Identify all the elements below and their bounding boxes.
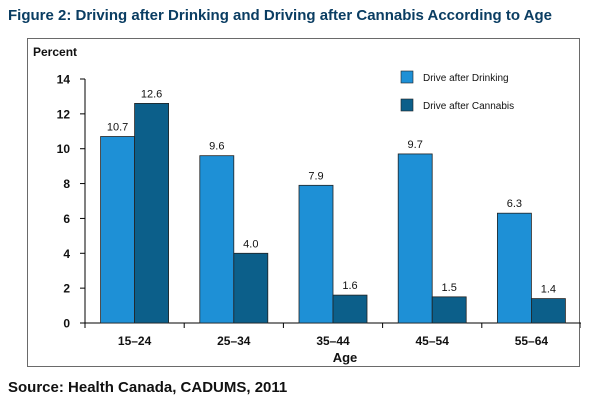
data-label: 4.0 bbox=[243, 238, 258, 250]
y-tick-label: 8 bbox=[63, 177, 70, 191]
x-tick-label: 55–64 bbox=[515, 334, 549, 348]
data-label: 12.6 bbox=[141, 88, 162, 100]
data-label: 10.7 bbox=[107, 122, 128, 134]
y-tick-label: 2 bbox=[63, 282, 70, 296]
bar-drive-after-cannabis bbox=[134, 103, 169, 324]
bar-drive-after-drinking bbox=[100, 136, 135, 324]
data-label: 1.5 bbox=[442, 282, 457, 294]
bar-drive-after-cannabis bbox=[332, 294, 368, 324]
x-tick-label: 25–34 bbox=[217, 334, 251, 348]
y-tick-label: 10 bbox=[57, 142, 71, 156]
x-tick-label: 15–24 bbox=[118, 334, 152, 348]
x-tick-label: 35–44 bbox=[316, 334, 350, 348]
bar-drive-after-drinking bbox=[397, 153, 433, 324]
source-note: Source: Health Canada, CADUMS, 2011 bbox=[8, 379, 288, 396]
y-tick-label: 6 bbox=[63, 212, 70, 226]
data-label: 7.9 bbox=[308, 170, 323, 182]
bar-drive-after-drinking bbox=[496, 212, 532, 324]
data-label: 9.6 bbox=[209, 141, 224, 153]
y-tick-label: 12 bbox=[57, 107, 71, 121]
axes: 0 2 4 6 8 10 12 14 15–24 25–34 35–44 45–54 55–64 bbox=[57, 73, 581, 348]
legend-swatch-cannabis bbox=[400, 98, 414, 112]
legend-swatch-drinking bbox=[400, 70, 414, 84]
bar-drive-after-drinking bbox=[298, 184, 334, 324]
data-label: 1.4 bbox=[541, 284, 556, 296]
bar-drive-after-cannabis bbox=[530, 298, 566, 324]
x-tick-label: 45–54 bbox=[416, 334, 450, 348]
bars: 10.7 9.6 7.9 9.7 6.3 12.6 4.0 1.6 1.5 1.4 bbox=[100, 88, 566, 324]
data-label: 1.6 bbox=[342, 280, 357, 292]
bar-drive-after-cannabis bbox=[431, 296, 467, 324]
bar-chart: Percent Age 0 2 4 6 8 10 12 14 15–24 25–34 35–44 45… bbox=[33, 45, 581, 365]
y-tick-label: 4 bbox=[63, 247, 70, 261]
data-label: 9.7 bbox=[408, 139, 423, 151]
y-tick-label: 14 bbox=[57, 73, 71, 87]
chart-frame: Percent Age 0 2 4 6 8 10 12 14 15–24 25–34 35–44 45… bbox=[27, 38, 581, 367]
legend: Drive after Drinking Drive after Cannabis bbox=[400, 70, 514, 112]
bar-drive-after-cannabis bbox=[233, 252, 269, 324]
y-tick-label: 0 bbox=[63, 317, 70, 331]
figure-title: Figure 2: Driving after Drinking and Dri… bbox=[8, 7, 552, 24]
data-label: 6.3 bbox=[507, 198, 522, 210]
bar-drive-after-drinking bbox=[199, 155, 235, 324]
x-axis-title: Age bbox=[333, 350, 358, 365]
legend-label: Drive after Drinking bbox=[423, 73, 509, 84]
y-axis-title: Percent bbox=[33, 45, 77, 59]
legend-label: Drive after Cannabis bbox=[423, 101, 514, 112]
